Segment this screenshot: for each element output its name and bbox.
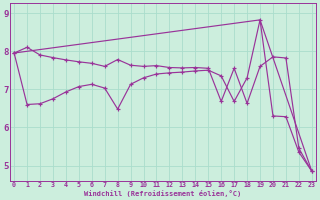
X-axis label: Windchill (Refroidissement éolien,°C): Windchill (Refroidissement éolien,°C) — [84, 190, 242, 197]
